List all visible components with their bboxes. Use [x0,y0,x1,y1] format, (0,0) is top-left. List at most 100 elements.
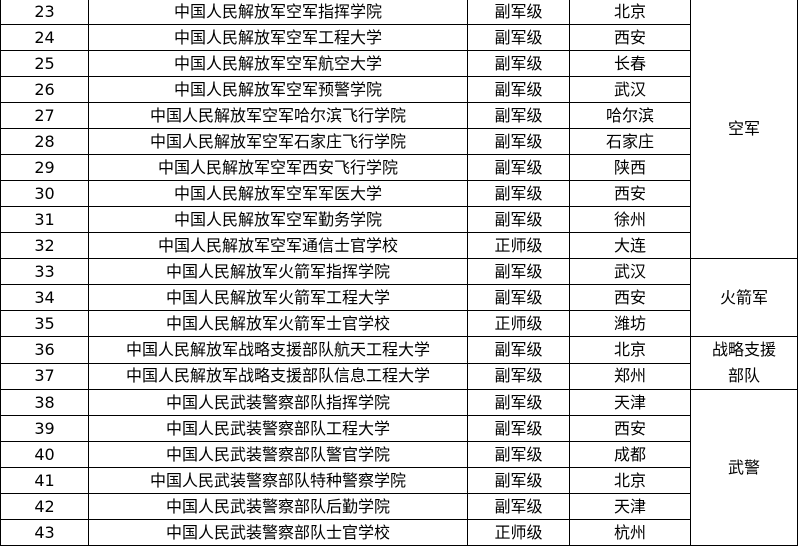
city: 潍坊 [569,310,691,337]
table-row: 43 中国人民武装警察部队士官学校 正师级 杭州 [0,519,798,546]
rank-level: 副军级 [467,102,570,129]
school-name: 中国人民解放军空军航空大学 [88,50,468,77]
school-name: 中国人民解放军空军勤务学院 [88,206,468,233]
row-number: 42 [0,493,89,520]
row-number: 41 [0,467,89,494]
table-row: 24 中国人民解放军空军工程大学 副军级 西安 [0,24,798,51]
branch: 空军 [690,0,798,259]
school-name: 中国人民解放军空军军医大学 [88,180,468,207]
rank-level: 副军级 [467,128,570,155]
school-name: 中国人民解放军空军预警学院 [88,76,468,103]
school-name: 中国人民解放军火箭军指挥学院 [88,258,468,285]
table-row: 23 中国人民解放军空军指挥学院 副军级 北京 空军 [0,0,798,259]
row-number: 37 [0,362,89,390]
table-row: 38 中国人民武装警察部队指挥学院 副军级 天津 武警 [0,389,798,546]
table-row: 36 中国人民解放军战略支援部队航天工程大学 副军级 北京 战略支援部队 [0,336,798,390]
school-name: 中国人民解放军空军西安飞行学院 [88,154,468,181]
row-number: 39 [0,415,89,442]
rank-level: 副军级 [467,336,570,364]
row-number: 25 [0,50,89,77]
row-number: 28 [0,128,89,155]
city: 西安 [569,415,691,442]
table-row: 39 中国人民武装警察部队工程大学 副军级 西安 [0,415,798,442]
row-number: 32 [0,232,89,259]
rank-level: 副军级 [467,389,570,416]
rank-level: 副军级 [467,362,570,390]
row-number: 43 [0,519,89,546]
school-name: 中国人民解放军空军通信士官学校 [88,232,468,259]
table-row: 26 中国人民解放军空军预警学院 副军级 武汉 [0,76,798,103]
table-row: 40 中国人民武装警察部队警官学院 副军级 成都 [0,441,798,468]
city: 武汉 [569,76,691,103]
city: 郑州 [569,362,691,390]
rank-level: 副军级 [467,180,570,207]
rank-level: 正师级 [467,519,570,546]
school-name: 中国人民武装警察部队警官学院 [88,441,468,468]
table-row: 37 中国人民解放军战略支援部队信息工程大学 副军级 郑州 [0,362,798,390]
school-name: 中国人民解放军火箭军工程大学 [88,284,468,311]
city: 西安 [569,24,691,51]
table-row: 32 中国人民解放军空军通信士官学校 正师级 大连 [0,232,798,259]
city: 陕西 [569,154,691,181]
table-row: 28 中国人民解放军空军石家庄飞行学院 副军级 石家庄 [0,128,798,155]
school-name: 中国人民解放军战略支援部队航天工程大学 [88,336,468,364]
rank-level: 副军级 [467,284,570,311]
school-name: 中国人民武装警察部队工程大学 [88,415,468,442]
city: 西安 [569,284,691,311]
row-number: 40 [0,441,89,468]
school-name: 中国人民解放军战略支援部队信息工程大学 [88,362,468,390]
table-row: 33 中国人民解放军火箭军指挥学院 副军级 武汉 火箭军 [0,258,798,337]
city: 大连 [569,232,691,259]
school-name: 中国人民武装警察部队士官学校 [88,519,468,546]
table-row: 29 中国人民解放军空军西安飞行学院 副军级 陕西 [0,154,798,181]
school-name: 中国人民武装警察部队特种警察学院 [88,467,468,494]
city: 天津 [569,493,691,520]
rank-level: 副军级 [467,50,570,77]
branch: 火箭军 [690,258,798,337]
city: 天津 [569,389,691,416]
rank-level: 副军级 [467,0,570,25]
rank-level: 副军级 [467,493,570,520]
city: 哈尔滨 [569,102,691,129]
city: 长春 [569,50,691,77]
rank-level: 副军级 [467,441,570,468]
school-name: 中国人民解放军空军工程大学 [88,24,468,51]
rank-level: 副军级 [467,467,570,494]
table-row: 35 中国人民解放军火箭军士官学校 正师级 潍坊 [0,310,798,337]
city: 成都 [569,441,691,468]
rank-level: 副军级 [467,415,570,442]
city: 徐州 [569,206,691,233]
rank-level: 副军级 [467,24,570,51]
row-number: 31 [0,206,89,233]
row-number: 36 [0,336,89,364]
row-number: 23 [0,0,89,25]
table-row: 27 中国人民解放军空军哈尔滨飞行学院 副军级 哈尔滨 [0,102,798,129]
school-name: 中国人民武装警察部队指挥学院 [88,389,468,416]
city: 西安 [569,180,691,207]
table-row: 41 中国人民武装警察部队特种警察学院 副军级 北京 [0,467,798,494]
rank-level: 正师级 [467,310,570,337]
row-number: 35 [0,310,89,337]
school-name: 中国人民解放军空军指挥学院 [88,0,468,25]
school-name: 中国人民解放军空军哈尔滨飞行学院 [88,102,468,129]
row-number: 24 [0,24,89,51]
city: 石家庄 [569,128,691,155]
branch: 战略支援部队 [690,336,798,390]
row-number: 29 [0,154,89,181]
school-name: 中国人民解放军空军石家庄飞行学院 [88,128,468,155]
school-name: 中国人民解放军火箭军士官学校 [88,310,468,337]
rank-level: 副军级 [467,258,570,285]
rank-level: 副军级 [467,154,570,181]
row-number: 38 [0,389,89,416]
city: 北京 [569,0,691,25]
branch: 武警 [690,389,798,546]
city: 武汉 [569,258,691,285]
city: 北京 [569,336,691,364]
rank-level: 副军级 [467,206,570,233]
row-number: 33 [0,258,89,285]
school-name: 中国人民武装警察部队后勤学院 [88,493,468,520]
table-row: 31 中国人民解放军空军勤务学院 副军级 徐州 [0,206,798,233]
